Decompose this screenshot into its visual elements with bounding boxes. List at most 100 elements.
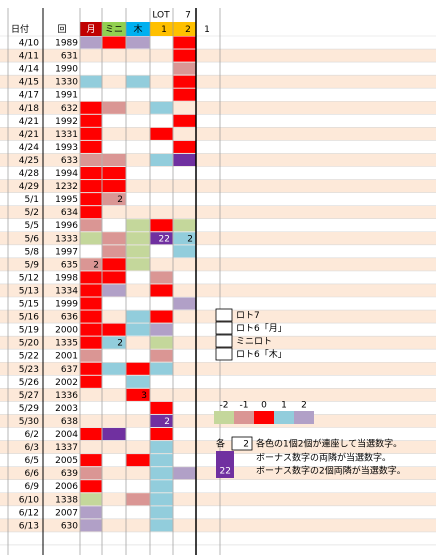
scale-swatch: [254, 411, 274, 424]
row-stripe: [0, 492, 436, 506]
round: 1989: [55, 39, 78, 49]
result-cell: [150, 441, 173, 454]
result-cell: [173, 140, 196, 153]
round: 1995: [55, 195, 78, 205]
result-cell: [126, 388, 150, 401]
date: 4/15: [19, 78, 39, 88]
cell-label: 2: [164, 417, 170, 427]
round: 1232: [55, 182, 78, 192]
round: 2006: [55, 482, 78, 492]
result-cell: [102, 284, 126, 297]
result-cell: [80, 506, 102, 519]
date: 4/21: [19, 130, 39, 140]
round: 1999: [55, 300, 78, 310]
row-stripe: [0, 518, 436, 532]
result-cell: [173, 62, 196, 75]
result-cell: [80, 167, 102, 180]
result-cell: [102, 36, 126, 49]
result-cell: [173, 114, 196, 127]
legend-box: [215, 321, 233, 335]
result-cell: [150, 284, 173, 297]
legend-box: [215, 334, 233, 348]
result-cell: [80, 219, 102, 232]
result-cell: [150, 414, 173, 427]
result-cell: [80, 232, 102, 245]
row-stripe: [0, 388, 436, 402]
result-cell: [80, 271, 102, 284]
date: 5/16: [19, 313, 39, 323]
date: 5/12: [19, 273, 39, 283]
header-label: ミニ: [105, 25, 123, 35]
date: 6/6: [25, 469, 40, 479]
round: 2007: [55, 508, 78, 518]
result-cell: [150, 362, 173, 375]
header-label: 7: [185, 11, 191, 21]
result-cell: [150, 506, 173, 519]
date: 5/23: [19, 365, 39, 375]
scale-swatch: [294, 411, 314, 424]
cell-label: 2: [117, 195, 123, 205]
result-cell: [150, 454, 173, 467]
result-cell: [80, 310, 102, 323]
result-cell: [102, 232, 126, 245]
result-cell: [150, 219, 173, 232]
result-cell: [102, 153, 126, 166]
result-cell: [126, 323, 150, 336]
round: 639: [61, 469, 78, 479]
date: 5/19: [19, 326, 39, 336]
date: 6/13: [19, 521, 39, 531]
date: 6/5: [25, 456, 39, 466]
result-cell: [102, 101, 126, 114]
result-cell: [126, 375, 150, 388]
header-label: 木: [133, 23, 142, 35]
result-cell: [80, 75, 102, 88]
date: 5/5: [25, 221, 39, 231]
date: 4/29: [19, 182, 39, 192]
header-cell: [150, 22, 173, 36]
date: 4/11: [19, 52, 39, 62]
row-stripe: [0, 127, 436, 141]
result-cell: [80, 127, 102, 140]
result-cell: [150, 323, 173, 336]
note-label: 2: [243, 440, 249, 450]
date: 5/27: [19, 391, 39, 401]
result-cell: [173, 49, 196, 62]
note-box: [231, 436, 253, 451]
date: 4/17: [19, 91, 39, 101]
date: 5/30: [19, 417, 39, 427]
header-label: 2: [185, 25, 191, 35]
legend-label: ロト7: [236, 311, 260, 321]
result-cell: [173, 75, 196, 88]
result-cell: [102, 428, 126, 441]
result-cell: [150, 428, 173, 441]
cell-label: 2: [117, 339, 123, 349]
result-cell: [80, 206, 102, 219]
result-cell: [80, 336, 102, 349]
round: 1333: [55, 234, 78, 244]
header-cell: [126, 22, 150, 36]
date: 5/15: [19, 300, 39, 310]
date: 6/10: [19, 495, 39, 505]
round: 1335: [55, 339, 78, 349]
date: 5/1: [25, 195, 39, 205]
scale-label: 1: [281, 401, 287, 411]
cell-label: 2: [93, 260, 99, 270]
round: 1330: [55, 78, 78, 88]
row-stripe: [0, 49, 436, 63]
header-label: LOT: [152, 11, 170, 21]
result-cell: [126, 258, 150, 271]
result-cell: [126, 310, 150, 323]
result-cell: [150, 101, 173, 114]
date: 5/2: [25, 208, 39, 218]
result-cell: [80, 153, 102, 166]
result-cell: [150, 493, 173, 506]
scale-label: 2: [301, 401, 307, 411]
result-cell: [150, 153, 173, 166]
result-cell: [80, 193, 102, 206]
result-cell: [150, 232, 173, 245]
note-box: [216, 451, 234, 478]
result-cell: [126, 493, 150, 506]
result-cell: [173, 36, 196, 49]
result-cell: [102, 336, 126, 349]
